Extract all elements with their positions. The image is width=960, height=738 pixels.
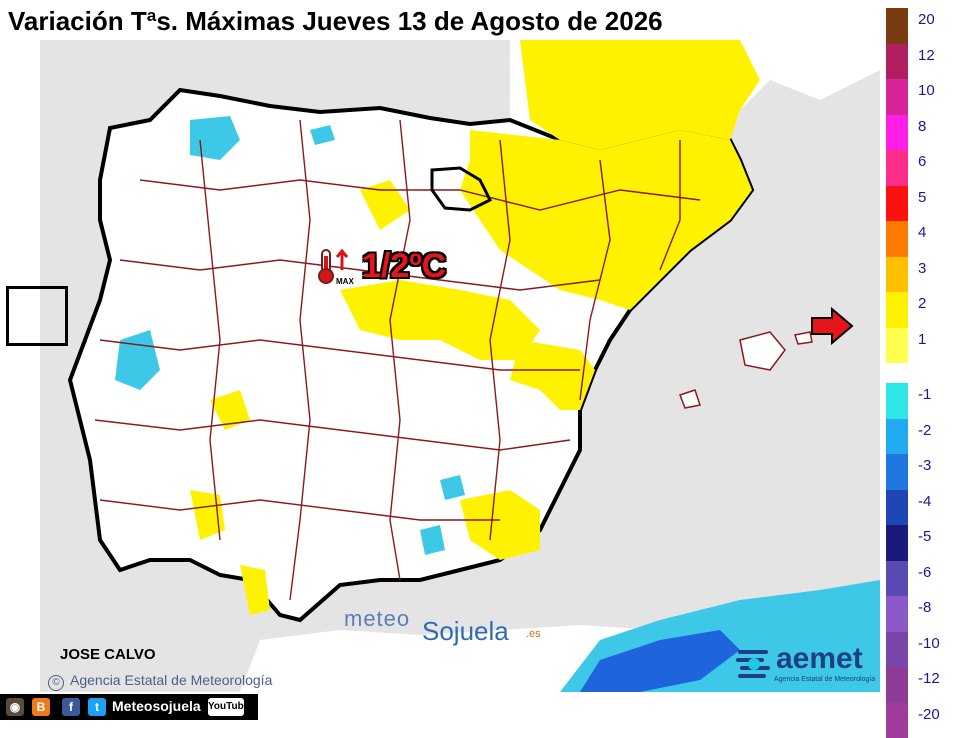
agency-credit: © Agencia Estatal de Meteorología bbox=[48, 672, 272, 691]
legend-swatch bbox=[886, 525, 908, 561]
legend-swatch bbox=[886, 561, 908, 597]
arrow-right-icon bbox=[810, 306, 854, 346]
watermark-sojuela: Sojuela bbox=[422, 616, 509, 647]
temperature-variation-map bbox=[40, 40, 880, 692]
legend-swatch bbox=[886, 419, 908, 455]
legend-swatch bbox=[886, 221, 908, 257]
legend-label: -3 bbox=[918, 458, 931, 474]
legend-label: -2 bbox=[918, 423, 931, 439]
map-title: Variación Tªs. Máximas Jueves 13 de Agos… bbox=[8, 4, 878, 38]
color-legend: 20 12 10 8 6 5 4 3 2 1 -1 -2 -3 -4 -5 -6 -8 -10 -12 -20 bbox=[886, 0, 960, 720]
svg-text:MAX: MAX bbox=[336, 277, 354, 286]
copyright-icon: © bbox=[48, 675, 64, 691]
legend-swatch bbox=[886, 8, 908, 44]
aemet-subtitle: Agencia Estatal de Meteorología bbox=[774, 676, 875, 683]
aemet-logo: aemet Agencia Estatal de Meteorología bbox=[736, 640, 876, 690]
legend-swatch bbox=[886, 667, 908, 703]
aemet-name: aemet bbox=[776, 642, 863, 676]
legend-label: -12 bbox=[918, 671, 940, 687]
social-bar: ◉ B f t Meteosojuela YouTube bbox=[0, 694, 258, 720]
legend-label: -1 bbox=[918, 387, 931, 403]
legend-swatch bbox=[886, 115, 908, 151]
legend-swatch bbox=[886, 292, 908, 328]
legend-swatch bbox=[886, 632, 908, 668]
legend-label: 4 bbox=[918, 225, 926, 241]
watermark-meteo: meteo bbox=[344, 606, 410, 632]
blogger-icon[interactable]: B bbox=[32, 698, 50, 716]
legend-swatch bbox=[886, 596, 908, 632]
legend-swatch bbox=[886, 328, 908, 364]
legend-label: -6 bbox=[918, 565, 931, 581]
legend-label: -5 bbox=[918, 529, 931, 545]
legend-label: 12 bbox=[918, 48, 935, 64]
legend-highlight-box bbox=[6, 286, 68, 346]
author-name: JOSE CALVO bbox=[60, 646, 156, 663]
legend-swatch bbox=[886, 454, 908, 490]
legend-label: 5 bbox=[918, 190, 926, 206]
variation-value: 1/2ºC bbox=[362, 246, 446, 286]
legend-label: 8 bbox=[918, 119, 926, 135]
legend-label: 20 bbox=[918, 12, 935, 28]
legend-swatch bbox=[886, 186, 908, 222]
legend-swatch bbox=[886, 703, 908, 738]
legend-swatch bbox=[886, 44, 908, 80]
variation-badge: MAX 1/2ºC bbox=[312, 244, 482, 286]
watermark-tld: .es bbox=[526, 628, 541, 640]
legend-label: 3 bbox=[918, 261, 926, 277]
legend-swatch bbox=[886, 257, 908, 293]
thermometer-max-icon: MAX bbox=[314, 246, 358, 286]
youtube-icon[interactable]: YouTube bbox=[208, 698, 244, 716]
legend-label: -4 bbox=[918, 494, 931, 510]
legend-swatch bbox=[886, 383, 908, 419]
agency-name: Agencia Estatal de Meteorología bbox=[70, 672, 272, 688]
legend-swatch bbox=[886, 490, 908, 526]
facebook-icon[interactable]: f bbox=[62, 698, 80, 716]
legend-label: -8 bbox=[918, 600, 931, 616]
instagram-icon[interactable]: ◉ bbox=[6, 698, 24, 716]
legend-label: 10 bbox=[918, 83, 935, 99]
legend-label: -10 bbox=[918, 636, 940, 652]
iberia-map-svg bbox=[40, 40, 880, 692]
meteosojuela-watermark: meteo Sojuela .es bbox=[344, 600, 554, 648]
twitter-icon[interactable]: t bbox=[88, 698, 106, 716]
legend-swatch bbox=[886, 150, 908, 186]
aemet-swirl-icon bbox=[736, 644, 772, 684]
legend-label: 2 bbox=[918, 296, 926, 312]
legend-label: -20 bbox=[918, 707, 940, 723]
legend-label: 1 bbox=[918, 332, 926, 348]
social-handle[interactable]: Meteosojuela bbox=[112, 698, 201, 714]
legend-swatch bbox=[886, 79, 908, 115]
legend-label: 6 bbox=[918, 154, 926, 170]
